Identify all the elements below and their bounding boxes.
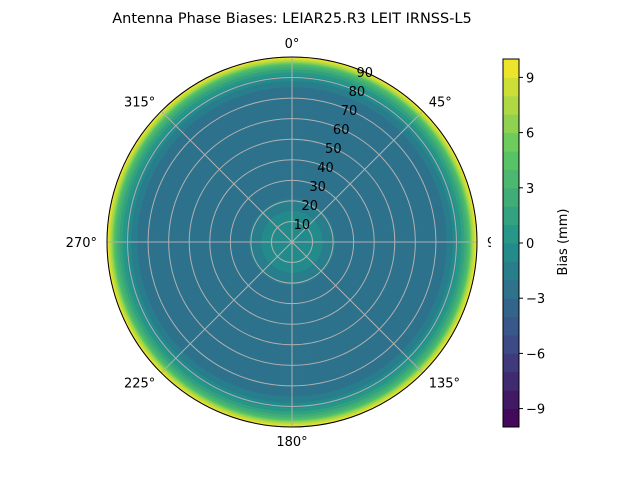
colorbar-tick-label: 9 xyxy=(526,71,534,86)
colorbar-label: Bias (mm) xyxy=(556,209,571,276)
colorbar-segment xyxy=(503,279,519,299)
colorbar-tick-label: 6 xyxy=(526,127,534,142)
radial-tick-label: 70 xyxy=(341,104,358,119)
colorbar-segment xyxy=(503,316,519,336)
angle-tick-label: 270° xyxy=(66,236,97,251)
colorbar-segment xyxy=(503,390,519,410)
colorbar-segment xyxy=(503,77,519,97)
radial-tick-label: 40 xyxy=(317,161,334,176)
angle-tick-label: 180° xyxy=(276,435,307,450)
colorbar-segment xyxy=(503,224,519,244)
grid-spoke xyxy=(291,110,424,243)
colorbar-segment xyxy=(503,371,519,391)
polar-grid xyxy=(106,56,478,428)
grid-spoke xyxy=(160,241,293,374)
angle-tick-labels: 0°45°90°135°180°225°270°315° xyxy=(66,37,510,450)
colorbar-tick-label: −3 xyxy=(526,292,545,307)
colorbar-segment xyxy=(503,298,519,318)
colorbar-segment xyxy=(503,353,519,373)
radial-tick-label: 50 xyxy=(325,142,342,157)
colorbar-segment xyxy=(503,169,519,189)
colorbar-tick-label: 3 xyxy=(526,182,534,197)
colorbar: −9 −6 −3 0 3 6 9 xyxy=(491,49,545,437)
radial-tick-label: 20 xyxy=(301,199,318,214)
radial-tick-label: 10 xyxy=(294,218,311,233)
colorbar-segment xyxy=(503,408,519,428)
colorbar-segment xyxy=(503,243,519,262)
angle-tick-label: 135° xyxy=(429,377,460,392)
chart-title: Antenna Phase Biases: LEIAR25.R3 LEIT IR… xyxy=(112,11,471,27)
radial-tick-label: 90 xyxy=(357,66,374,81)
angle-tick-label: 225° xyxy=(124,377,155,392)
angle-tick-label: 0° xyxy=(285,37,300,52)
radial-tick-label: 60 xyxy=(333,123,350,138)
colorbar-segment xyxy=(503,59,519,78)
polar-frame xyxy=(106,56,478,428)
colorbar-segment xyxy=(503,132,519,152)
colorbar-segment xyxy=(503,187,519,207)
colorbar-segment xyxy=(503,114,519,134)
grid-spoke xyxy=(291,241,424,374)
angle-tick-label: 45° xyxy=(429,95,452,110)
colorbar-tick-label: −9 xyxy=(526,403,545,418)
angle-tick-label: 315° xyxy=(124,95,155,110)
colorbar-segment xyxy=(503,335,519,354)
colorbar-segment xyxy=(503,206,519,226)
radial-tick-label: 30 xyxy=(309,180,326,195)
grid-spoke xyxy=(160,110,293,243)
colorbar-segment xyxy=(503,95,519,115)
colorbar-tick-label: 0 xyxy=(526,237,534,252)
colorbar-segment xyxy=(503,261,519,281)
colorbar-tick-label: −6 xyxy=(526,347,545,362)
radial-tick-labels: 10 20 30 40 50 60 70 80 90 xyxy=(294,66,373,233)
radial-tick-label: 80 xyxy=(349,85,366,100)
colorbar-segment xyxy=(503,151,519,170)
